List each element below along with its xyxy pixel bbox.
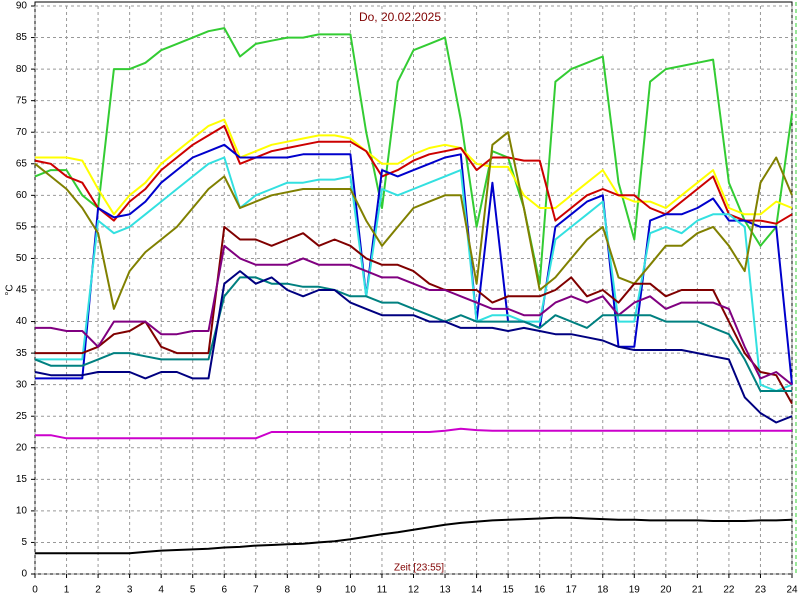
x-tick-label: 17 xyxy=(566,585,578,596)
y-tick-label: 25 xyxy=(16,411,28,422)
x-tick-label: 14 xyxy=(471,585,483,596)
x-tick-label: 1 xyxy=(64,585,70,596)
y-tick-label: 80 xyxy=(16,64,28,75)
y-tick-label: 20 xyxy=(16,442,28,453)
x-tick-label: 18 xyxy=(597,585,609,596)
data-line xyxy=(35,225,793,405)
x-tick-label: 6 xyxy=(221,585,227,596)
y-tick-label: 0 xyxy=(21,569,27,580)
x-tick-label: 9 xyxy=(316,585,322,596)
x-tick-label: 24 xyxy=(786,585,798,596)
y-tick-label: 10 xyxy=(16,506,28,517)
data-line xyxy=(35,118,793,216)
x-tick-label: 22 xyxy=(723,585,735,596)
x-tick-label: 8 xyxy=(285,585,291,596)
data-line xyxy=(35,143,793,385)
x-tick-label: 4 xyxy=(158,585,164,596)
y-tick-label: 35 xyxy=(16,348,28,359)
x-tick-label: 23 xyxy=(755,585,767,596)
y-tick-label: 85 xyxy=(16,32,28,43)
data-line xyxy=(34,270,793,424)
chart-title: Do, 20.02.2025 xyxy=(359,10,441,24)
x-axis-label: Zeit [23:55] xyxy=(394,563,444,574)
y-tick-label: 90 xyxy=(16,1,28,12)
y-tick-label: 60 xyxy=(16,190,28,201)
x-tick-label: 12 xyxy=(408,585,420,596)
y-tick-label: 75 xyxy=(16,95,28,106)
y-tick-label: 30 xyxy=(16,379,28,390)
data-line xyxy=(35,156,793,392)
x-tick-label: 21 xyxy=(692,585,704,596)
x-tick-label: 19 xyxy=(629,585,641,596)
data-line xyxy=(34,27,793,285)
y-tick-label: 5 xyxy=(21,537,27,548)
y-tick-label: 45 xyxy=(16,285,28,296)
y-tick-label: 55 xyxy=(16,222,28,233)
x-tick-label: 0 xyxy=(32,585,38,596)
y-tick-label: 70 xyxy=(16,127,28,138)
x-tick-label: 10 xyxy=(345,585,357,596)
x-tick-label: 16 xyxy=(534,585,546,596)
data-line xyxy=(35,244,793,386)
x-tick-label: 3 xyxy=(127,585,133,596)
data-line xyxy=(35,516,793,555)
y-axis-label: °C xyxy=(5,284,16,295)
x-tick-label: 2 xyxy=(95,585,101,596)
data-line xyxy=(34,276,792,392)
y-tick-label: 50 xyxy=(16,253,28,264)
data-line xyxy=(34,131,793,310)
x-tick-label: 13 xyxy=(439,585,451,596)
y-tick-label: 65 xyxy=(16,158,28,169)
y-tick-label: 15 xyxy=(16,474,28,485)
data-line xyxy=(35,427,792,440)
y-tick-label: 40 xyxy=(16,316,28,327)
x-tick-label: 5 xyxy=(190,585,196,596)
x-tick-label: 20 xyxy=(660,585,672,596)
x-tick-label: 15 xyxy=(503,585,515,596)
x-tick-label: 11 xyxy=(377,585,388,596)
x-tick-label: 7 xyxy=(253,585,259,596)
